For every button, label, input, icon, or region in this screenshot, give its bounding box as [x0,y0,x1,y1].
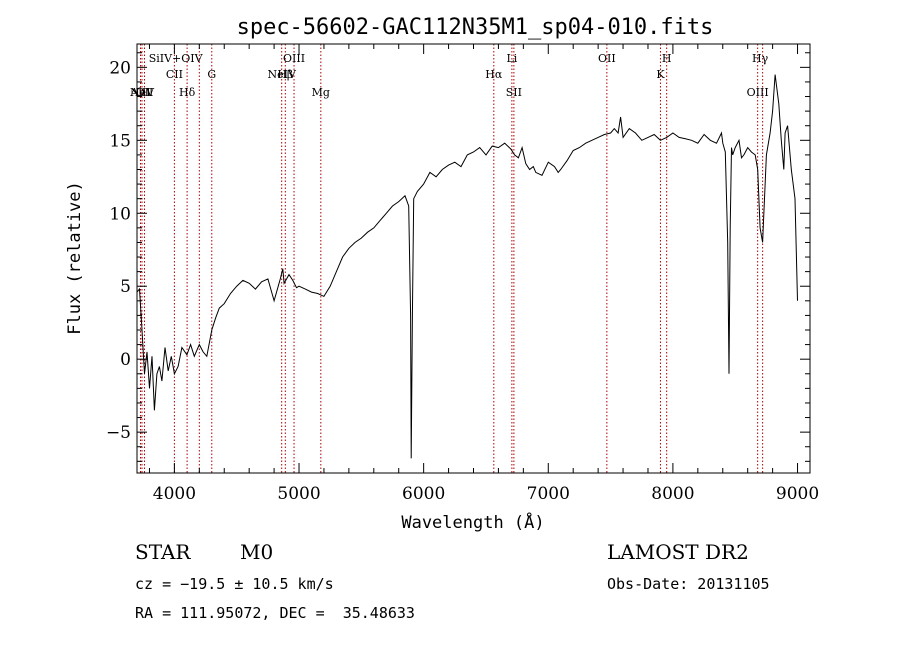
x-tick-label-5000: 5000 [277,484,320,504]
x-tick-label-6000: 6000 [402,484,445,504]
x-tick-label-8000: 8000 [651,484,694,504]
y-tick-label-5: 5 [120,277,131,297]
x-tick-labels: 4000 5000 6000 7000 8000 9000 [153,484,819,504]
line-label-18: OIII [747,86,769,99]
y-axis-label: Flux (relative) [65,181,85,335]
x-tick-label-7000: 7000 [527,484,570,504]
redshift-text: cz = −19.5 ± 10.5 km/s [135,575,334,593]
x-axis-label: Wavelength (Å) [401,511,544,533]
x-tick-label-9000: 9000 [776,484,819,504]
obs-date: Obs-Date: 20131105 [607,575,770,593]
line-label-6: G [207,68,216,81]
y-tick-label--5: −5 [106,423,131,443]
line-label-2: OII [136,86,154,99]
chart-title: spec-56602-GAC112N35M1_sp04-010.fits [237,15,714,40]
line-label-13: SII [506,86,522,99]
line-label-3: SiIV+OIV [149,52,204,65]
y-tick-label-20: 20 [109,58,131,78]
line-label-16: K [656,68,665,81]
line-label-5: Hδ [179,86,196,99]
line-label-8: NeIV [267,68,296,81]
line-label-12: Hα [485,68,503,81]
plot-frame [136,43,811,474]
y-tick-label-15: 15 [109,131,131,151]
line-label-9: Hβ [277,68,293,81]
line-label-4: CII [166,68,183,81]
axis-ticks [137,44,810,473]
y-tick-labels: −5 0 5 10 15 20 [106,58,131,443]
object-subclass: M0 [240,540,274,564]
object-class: STAR [135,540,191,564]
line-label-15: H [662,52,672,65]
spectral-line-labels: AlIINeVOIISiIV+OIVCIIHδGOIIINeIVHβMgLiHα… [129,52,768,99]
spectral-line-markers [139,44,764,473]
y-tick-label-0: 0 [120,350,131,370]
line-label-17: Hγ [752,52,769,65]
line-label-0: AlII [129,86,150,99]
line-label-11: Li [506,52,517,65]
line-label-7: OIII [283,52,305,65]
spectrum-line [136,74,798,459]
line-label-1: NeV [130,86,155,99]
survey-name: LAMOST DR2 [607,540,749,564]
x-tick-label-4000: 4000 [153,484,196,504]
y-tick-label-10: 10 [109,204,131,224]
line-label-14: OII [598,52,616,65]
coordinates-text: RA = 111.95072, DEC = 35.48633 [135,604,415,622]
line-label-10: Mg [312,86,330,99]
